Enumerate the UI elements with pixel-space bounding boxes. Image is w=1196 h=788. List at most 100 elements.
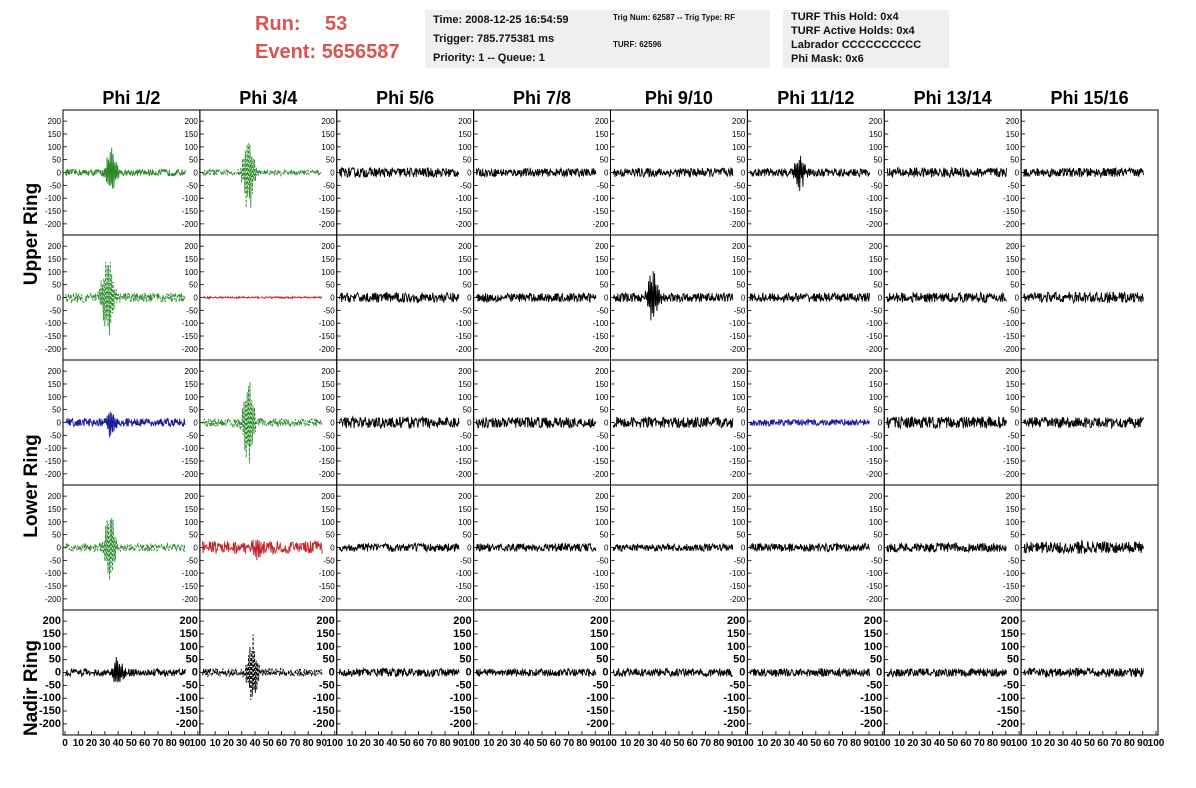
y-tick-label: -50	[1003, 679, 1019, 691]
turf-active-line: TURF Active Holds: 0x4	[791, 25, 915, 37]
x-tick-label: 70	[152, 738, 164, 749]
y-tick-label: 150	[1006, 380, 1020, 389]
y-tick-label: -150	[1003, 582, 1020, 591]
waveform-trace	[65, 518, 186, 580]
y-tick-label: 50	[326, 531, 335, 540]
time-line: Time: 2008-12-25 16:54:59	[433, 14, 569, 26]
y-tick-label: 100	[595, 268, 609, 277]
y-tick-label: -200	[319, 595, 336, 604]
y-tick-label: 150	[321, 380, 335, 389]
y-tick-label: 100	[732, 268, 746, 277]
y-tick-label: -200	[456, 345, 473, 354]
y-tick-label: 100	[48, 518, 62, 527]
y-tick-label: -150	[319, 332, 336, 341]
y-tick-label: 0	[330, 544, 335, 553]
y-tick-label: 0	[876, 667, 882, 679]
y-tick-label: 50	[736, 406, 745, 415]
y-tick-label: 150	[185, 505, 199, 514]
y-tick-label: -50	[597, 431, 609, 440]
y-tick-label: 100	[321, 143, 335, 152]
y-tick-label: 200	[732, 117, 746, 126]
y-tick-label: 200	[595, 367, 609, 376]
y-tick-label: 200	[869, 492, 883, 501]
y-tick-label: -100	[1003, 194, 1020, 203]
y-tick-label: 50	[873, 406, 882, 415]
y-tick-label: -150	[592, 457, 609, 466]
y-tick-label: -50	[186, 181, 198, 190]
y-tick-label: 200	[48, 492, 62, 501]
y-tick-label: -100	[592, 444, 609, 453]
waveform-trace	[475, 166, 597, 179]
waveform-trace	[475, 542, 597, 553]
y-tick-label: -150	[45, 457, 62, 466]
y-tick-label: -200	[1003, 595, 1020, 604]
waveform-trace	[338, 291, 460, 304]
y-tick-label: -150	[866, 457, 883, 466]
y-tick-label: 50	[189, 156, 198, 165]
y-tick-label: -150	[456, 457, 473, 466]
x-tick-label: 20	[223, 738, 235, 749]
y-tick-label: 200	[321, 492, 335, 501]
y-tick-label: -150	[729, 457, 746, 466]
x-tick-label: 40	[113, 738, 125, 749]
y-tick-label: 50	[463, 406, 472, 415]
x-tick-label: 30	[784, 738, 796, 749]
waveform-trace	[1023, 416, 1144, 430]
x-tick-label: 10	[894, 738, 906, 749]
waveform-trace	[749, 155, 871, 192]
y-tick-label: -100	[319, 194, 336, 203]
waveform-trace	[749, 418, 871, 428]
y-tick-label: -150	[45, 582, 62, 591]
y-tick-label: -100	[860, 692, 882, 704]
y-tick-label: -50	[734, 556, 746, 565]
waveform-trace	[338, 166, 460, 179]
y-tick-label: 50	[323, 654, 335, 666]
y-tick-label: 150	[869, 380, 883, 389]
y-tick-label: 0	[1015, 419, 1020, 428]
event-row: Event: 5656587	[255, 38, 400, 66]
x-tick-label: 90	[1137, 738, 1149, 749]
y-tick-label: -100	[450, 692, 472, 704]
x-tick-label: 0	[62, 738, 68, 749]
y-tick-label: 0	[1015, 294, 1020, 303]
y-tick-label: 200	[48, 117, 62, 126]
y-tick-label: -50	[734, 306, 746, 315]
x-tick-label: 20	[360, 738, 372, 749]
x-tick-label: 70	[426, 738, 438, 749]
x-tick-label: 80	[713, 738, 725, 749]
y-tick-label: 0	[193, 294, 198, 303]
y-tick-label: -150	[1003, 332, 1020, 341]
y-tick-label: 150	[48, 255, 62, 264]
y-tick-label: 100	[869, 268, 883, 277]
x-tick-label: 50	[673, 738, 685, 749]
x-tick-label: 100	[190, 738, 207, 749]
turf-info-box: TURF This Hold: 0x4 TURF Active Holds: 0…	[783, 10, 949, 68]
waveform-trace	[886, 166, 1007, 179]
y-tick-label: 100	[727, 641, 745, 653]
trig-info-box: Trig Num: 62587 -- Trig Type: RF TURF: 6…	[605, 10, 770, 68]
y-tick-label: -100	[729, 194, 746, 203]
y-tick-label: -200	[182, 470, 199, 479]
y-tick-label: 150	[732, 505, 746, 514]
y-tick-label: -150	[592, 582, 609, 591]
y-tick-label: 150	[316, 628, 334, 640]
x-tick-label: 50	[263, 738, 275, 749]
x-tick-label: 30	[373, 738, 385, 749]
x-tick-label: 80	[439, 738, 451, 749]
y-tick-label: 100	[185, 268, 199, 277]
y-tick-label: 200	[595, 117, 609, 126]
x-tick-label: 80	[850, 738, 862, 749]
y-tick-label: 150	[1006, 130, 1020, 139]
phi-mask-line: Phi Mask: 0x6	[791, 53, 864, 65]
x-tick-label: 70	[289, 738, 301, 749]
y-tick-label: -200	[866, 345, 883, 354]
y-tick-label: -100	[313, 692, 335, 704]
waveform-trace	[475, 667, 597, 678]
x-tick-label: 70	[700, 738, 712, 749]
y-tick-label: 200	[185, 117, 199, 126]
y-tick-label: 0	[329, 667, 335, 679]
y-tick-label: 100	[321, 518, 335, 527]
x-tick-label: 10	[210, 738, 222, 749]
y-tick-label: -200	[729, 595, 746, 604]
y-tick-label: 0	[193, 419, 198, 428]
